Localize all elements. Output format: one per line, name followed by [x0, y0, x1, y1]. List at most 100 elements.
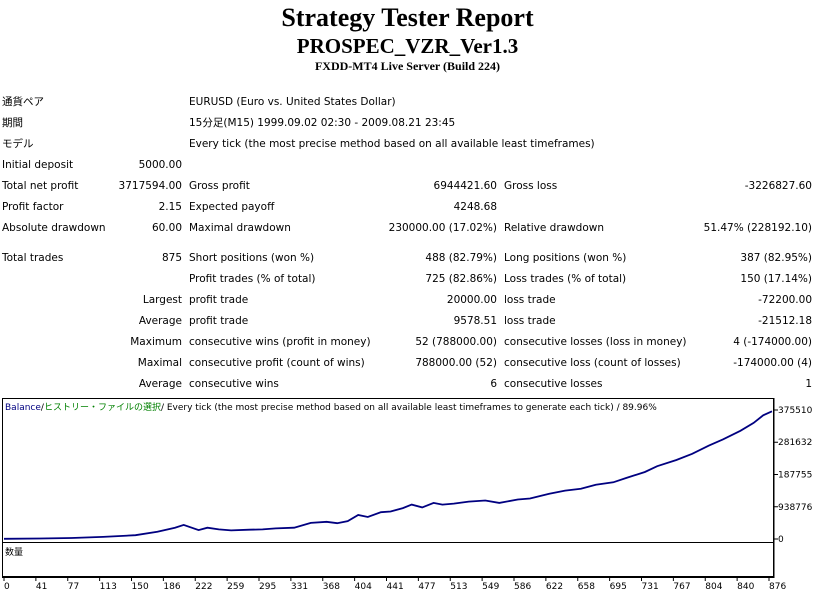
maximal-consec-profit-label: consecutive profit (count of wins): [189, 357, 365, 369]
x-tick-label: 0: [4, 582, 10, 592]
largest-profit-trade-label: profit trade: [189, 294, 249, 306]
x-axis-ticks: 0 41 77 113 150 186 222 259 295 331 368 404 441 477 51…: [3, 577, 786, 592]
max-consec-wins-label: consecutive wins (profit in money): [189, 336, 371, 348]
loss-trades-label: Loss trades (% of total): [504, 273, 627, 285]
avg-consec-wins-label: consecutive wins: [189, 378, 279, 390]
max-consec-losses-value: 4 (-174000.00): [733, 336, 812, 348]
x-tick-label: 731: [642, 582, 659, 592]
initial-deposit-label: Initial deposit: [2, 159, 74, 171]
short-positions-value: 488 (82.79%): [425, 252, 497, 264]
long-positions-value: 387 (82.95%): [740, 252, 812, 264]
period-label: 期間: [2, 117, 23, 129]
gross-profit-value: 6944421.60: [433, 180, 497, 192]
y-tick-label: 3755105: [778, 406, 813, 416]
x-tick-label: 477: [418, 582, 435, 592]
avg-consec-wins-value: 6: [490, 378, 497, 390]
x-tick-label: 222: [195, 582, 212, 592]
maximal-consec-loss-value: -174000.00 (4): [733, 357, 812, 369]
profit-factor-value: 2.15: [158, 201, 182, 213]
gross-loss-value: -3226827.60: [744, 180, 812, 192]
caption-history-file: ヒストリー・ファイルの選択: [44, 401, 161, 413]
y-tick-label: 2816329: [778, 438, 813, 448]
relative-drawdown-value: 51.47% (228192.10): [703, 222, 812, 234]
x-tick-label: 767: [673, 582, 690, 592]
x-tick-label: 41: [36, 582, 47, 592]
chart-plot-frame: [2, 398, 774, 543]
x-tick-label: 804: [705, 582, 722, 592]
average-loss-trade-value: -21512.18: [758, 315, 812, 327]
maximal-label: Maximal: [137, 357, 182, 369]
report-title: Strategy Tester Report: [281, 3, 534, 32]
model-label: モデル: [2, 138, 34, 150]
average-label: Average: [138, 315, 182, 327]
expected-payoff-value: 4248.68: [453, 201, 497, 213]
average-consec-label: Average: [138, 378, 182, 390]
x-tick-label: 404: [355, 582, 372, 592]
x-tick-label: 150: [132, 582, 149, 592]
maximum-label: Maximum: [130, 336, 182, 348]
gross-profit-label: Gross profit: [189, 180, 250, 192]
y-tick-label: 0: [778, 535, 784, 545]
short-positions-label: Short positions (won %): [189, 252, 315, 264]
max-consec-losses-label: consecutive losses (loss in money): [504, 336, 687, 348]
total-trades-value: 875: [161, 252, 182, 264]
gross-loss-label: Gross loss: [504, 180, 558, 192]
total-net-profit-value: 3717594.00: [118, 180, 182, 192]
expected-payoff-label: Expected payoff: [189, 201, 275, 213]
maximal-consec-profit-value: 788000.00 (52): [415, 357, 497, 369]
x-tick-label: 295: [259, 582, 276, 592]
profit-trades-value: 725 (82.86%): [425, 273, 497, 285]
x-tick-label: 259: [227, 582, 244, 592]
volume-label: 数量: [5, 546, 23, 558]
maximal-consec-loss-label: consecutive loss (count of losses): [504, 357, 681, 369]
x-tick-label: 77: [68, 582, 79, 592]
model-value: Every tick (the most precise method base…: [189, 138, 595, 150]
long-positions-label: Long positions (won %): [504, 252, 627, 264]
caption-separator: /: [41, 403, 45, 413]
profit-factor-label: Profit factor: [2, 201, 64, 213]
loss-trades-value: 150 (17.14%): [740, 273, 812, 285]
caption-balance: Balance: [5, 403, 41, 413]
profit-trades-label: Profit trades (% of total): [189, 273, 316, 285]
x-tick-label: 513: [450, 582, 467, 592]
period-value: 15分足(M15) 1999.09.02 02:30 - 2009.08.21 …: [189, 117, 456, 129]
max-consec-wins-value: 52 (788000.00): [415, 336, 497, 348]
total-trades-label: Total trades: [2, 252, 64, 264]
pair-value: EURUSD (Euro vs. United States Dollar): [189, 96, 396, 108]
x-tick-label: 113: [100, 582, 117, 592]
balance-series-line: [3, 410, 773, 540]
avg-consec-losses-value: 1: [805, 378, 812, 390]
y-tick-label: 938776: [778, 503, 813, 513]
x-tick-label: 186: [163, 582, 180, 592]
pair-label: 通貨ペア: [2, 96, 44, 108]
caption-model: / Every tick (the most precise method ba…: [161, 403, 657, 413]
maximal-drawdown-label: Maximal drawdown: [189, 222, 291, 234]
balance-chart: Balance / ヒストリー・ファイルの選択 / Every tick (th…: [2, 398, 813, 592]
largest-profit-trade-value: 20000.00: [446, 294, 497, 306]
y-axis-ticks: 0 938776 1877553 2816329 3755105: [774, 406, 813, 545]
y-tick-label: 1877553: [778, 471, 813, 481]
average-profit-trade-value: 9578.51: [453, 315, 497, 327]
x-tick-label: 368: [323, 582, 340, 592]
total-net-profit-label: Total net profit: [2, 180, 79, 192]
largest-loss-trade-value: -72200.00: [758, 294, 812, 306]
average-loss-trade-label: loss trade: [504, 315, 556, 327]
x-tick-label: 840: [737, 582, 754, 592]
x-tick-label: 658: [578, 582, 595, 592]
maximal-drawdown-value: 230000.00 (17.02%): [388, 222, 497, 234]
x-tick-label: 695: [610, 582, 627, 592]
relative-drawdown-label: Relative drawdown: [504, 222, 605, 234]
average-profit-trade-label: profit trade: [189, 315, 249, 327]
absolute-drawdown-label: Absolute drawdown: [2, 222, 106, 234]
avg-consec-losses-label: consecutive losses: [504, 378, 603, 390]
initial-deposit-value: 5000.00: [138, 159, 182, 171]
expert-name: PROSPEC_VZR_Ver1.3: [296, 34, 519, 58]
x-tick-label: 441: [387, 582, 404, 592]
volume-pane-frame: [2, 542, 774, 577]
x-tick-label: 549: [482, 582, 499, 592]
x-tick-label: 331: [291, 582, 308, 592]
largest-label: Largest: [142, 294, 182, 306]
absolute-drawdown-value: 60.00: [151, 222, 182, 234]
x-tick-label: 876: [769, 582, 786, 592]
x-tick-label: 586: [514, 582, 531, 592]
